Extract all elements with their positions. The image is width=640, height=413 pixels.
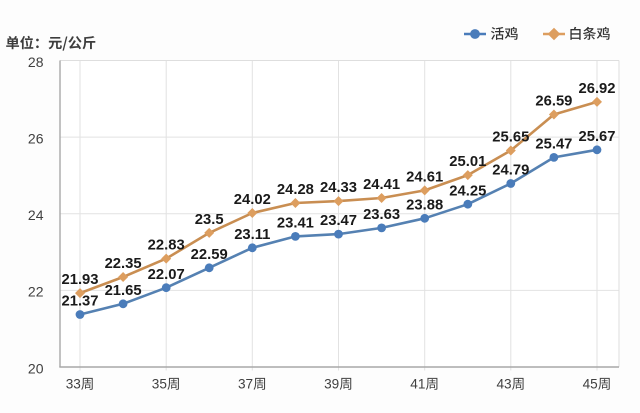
svg-text:24.28: 24.28 bbox=[277, 182, 314, 198]
svg-text:24.33: 24.33 bbox=[320, 180, 357, 196]
svg-text:21.93: 21.93 bbox=[61, 272, 98, 288]
svg-text:23.41: 23.41 bbox=[277, 216, 314, 232]
svg-text:39: 39 bbox=[324, 377, 339, 392]
svg-text:26.59: 26.59 bbox=[535, 94, 572, 110]
svg-text:24.61: 24.61 bbox=[406, 170, 443, 186]
svg-text:20: 20 bbox=[28, 360, 44, 376]
svg-text:23.5: 23.5 bbox=[195, 212, 224, 228]
svg-text:25.65: 25.65 bbox=[492, 130, 529, 146]
svg-text:24.79: 24.79 bbox=[492, 163, 529, 179]
svg-text:26: 26 bbox=[28, 130, 44, 146]
svg-text:25.01: 25.01 bbox=[449, 154, 486, 170]
svg-text:24.02: 24.02 bbox=[234, 192, 271, 208]
svg-text:37: 37 bbox=[238, 377, 253, 392]
svg-text:45: 45 bbox=[583, 377, 598, 392]
svg-text:23.63: 23.63 bbox=[363, 207, 400, 223]
svg-text:26.92: 26.92 bbox=[578, 81, 615, 97]
svg-text:21.37: 21.37 bbox=[61, 294, 98, 310]
svg-text:25.67: 25.67 bbox=[578, 129, 615, 145]
svg-text:24.25: 24.25 bbox=[449, 183, 486, 199]
svg-text:22.07: 22.07 bbox=[148, 267, 185, 283]
svg-text:43: 43 bbox=[497, 377, 512, 392]
svg-text:23.88: 23.88 bbox=[406, 197, 443, 213]
svg-text:23.11: 23.11 bbox=[234, 227, 270, 243]
svg-text:24.41: 24.41 bbox=[363, 177, 400, 193]
svg-text:41: 41 bbox=[410, 377, 425, 392]
svg-text:22.83: 22.83 bbox=[148, 238, 185, 254]
svg-text:24: 24 bbox=[28, 207, 44, 223]
svg-text:25.47: 25.47 bbox=[535, 137, 572, 153]
svg-text:22.59: 22.59 bbox=[191, 247, 228, 263]
svg-text:22.35: 22.35 bbox=[105, 256, 142, 272]
svg-text:33: 33 bbox=[66, 377, 81, 392]
svg-text:28: 28 bbox=[28, 54, 44, 70]
svg-text:21.65: 21.65 bbox=[105, 283, 142, 299]
svg-text:35: 35 bbox=[152, 377, 167, 392]
svg-text:23.47: 23.47 bbox=[320, 213, 357, 229]
svg-text:22: 22 bbox=[28, 284, 44, 300]
